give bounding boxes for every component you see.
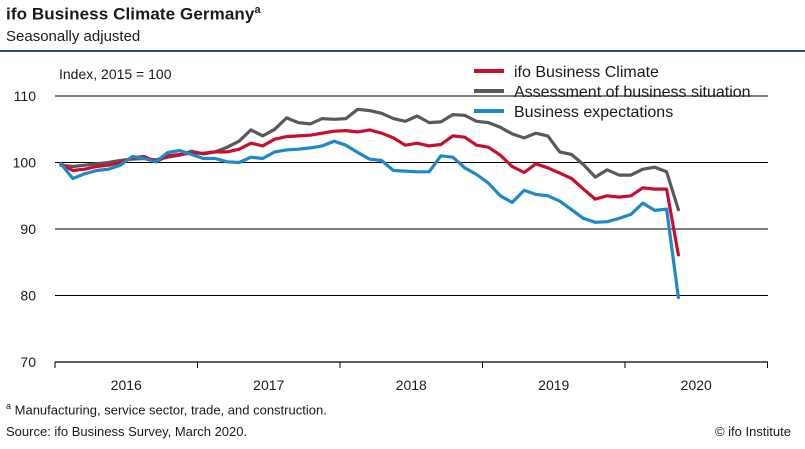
y-axis-label: Index, 2015 = 100 — [59, 66, 172, 82]
legend-label: Assessment of business situation — [514, 84, 751, 101]
title-footnote-marker: a — [254, 4, 261, 16]
y-tick-label: 110 — [14, 88, 37, 104]
footnote: a Manufacturing, service sector, trade, … — [6, 401, 327, 418]
y-tick-label: 70 — [20, 354, 36, 370]
legend-label: ifo Business Climate — [514, 64, 659, 81]
credit: © ifo Institute — [714, 424, 791, 439]
axis-layer: 70 80 90 100 110 2016 2017 2018 2019 2020 — [13, 88, 768, 393]
x-tick-label: 2018 — [396, 377, 427, 393]
x-tick-label: 2019 — [538, 377, 569, 393]
source-note: Source: ifo Business Survey, March 2020. — [6, 424, 248, 439]
series-line-ifo-business-climate — [59, 128, 681, 257]
x-tick-label: 2017 — [253, 377, 284, 393]
chart-subtitle: Seasonally adjusted — [6, 28, 141, 45]
header-rule — [0, 50, 805, 52]
chart: 70 80 90 100 110 2016 2017 2018 2019 2020 ifo Bus… — [13, 64, 768, 393]
legend: ifo Business Climate Assessment of busine… — [474, 64, 751, 121]
series-layer — [59, 107, 681, 300]
chart-title: ifo Business Climate Germanya — [6, 4, 261, 24]
x-tick-label: 2016 — [111, 377, 142, 393]
grid-layer — [55, 95, 768, 296]
legend-label: Business expectations — [514, 104, 673, 121]
y-tick-label: 80 — [20, 288, 36, 304]
y-tick-label: 90 — [20, 221, 36, 237]
series-line-business-expectations — [59, 139, 681, 300]
x-tick-label: 2020 — [681, 377, 712, 393]
footnote-marker: a — [6, 401, 12, 411]
y-tick-label: 100 — [13, 155, 37, 171]
